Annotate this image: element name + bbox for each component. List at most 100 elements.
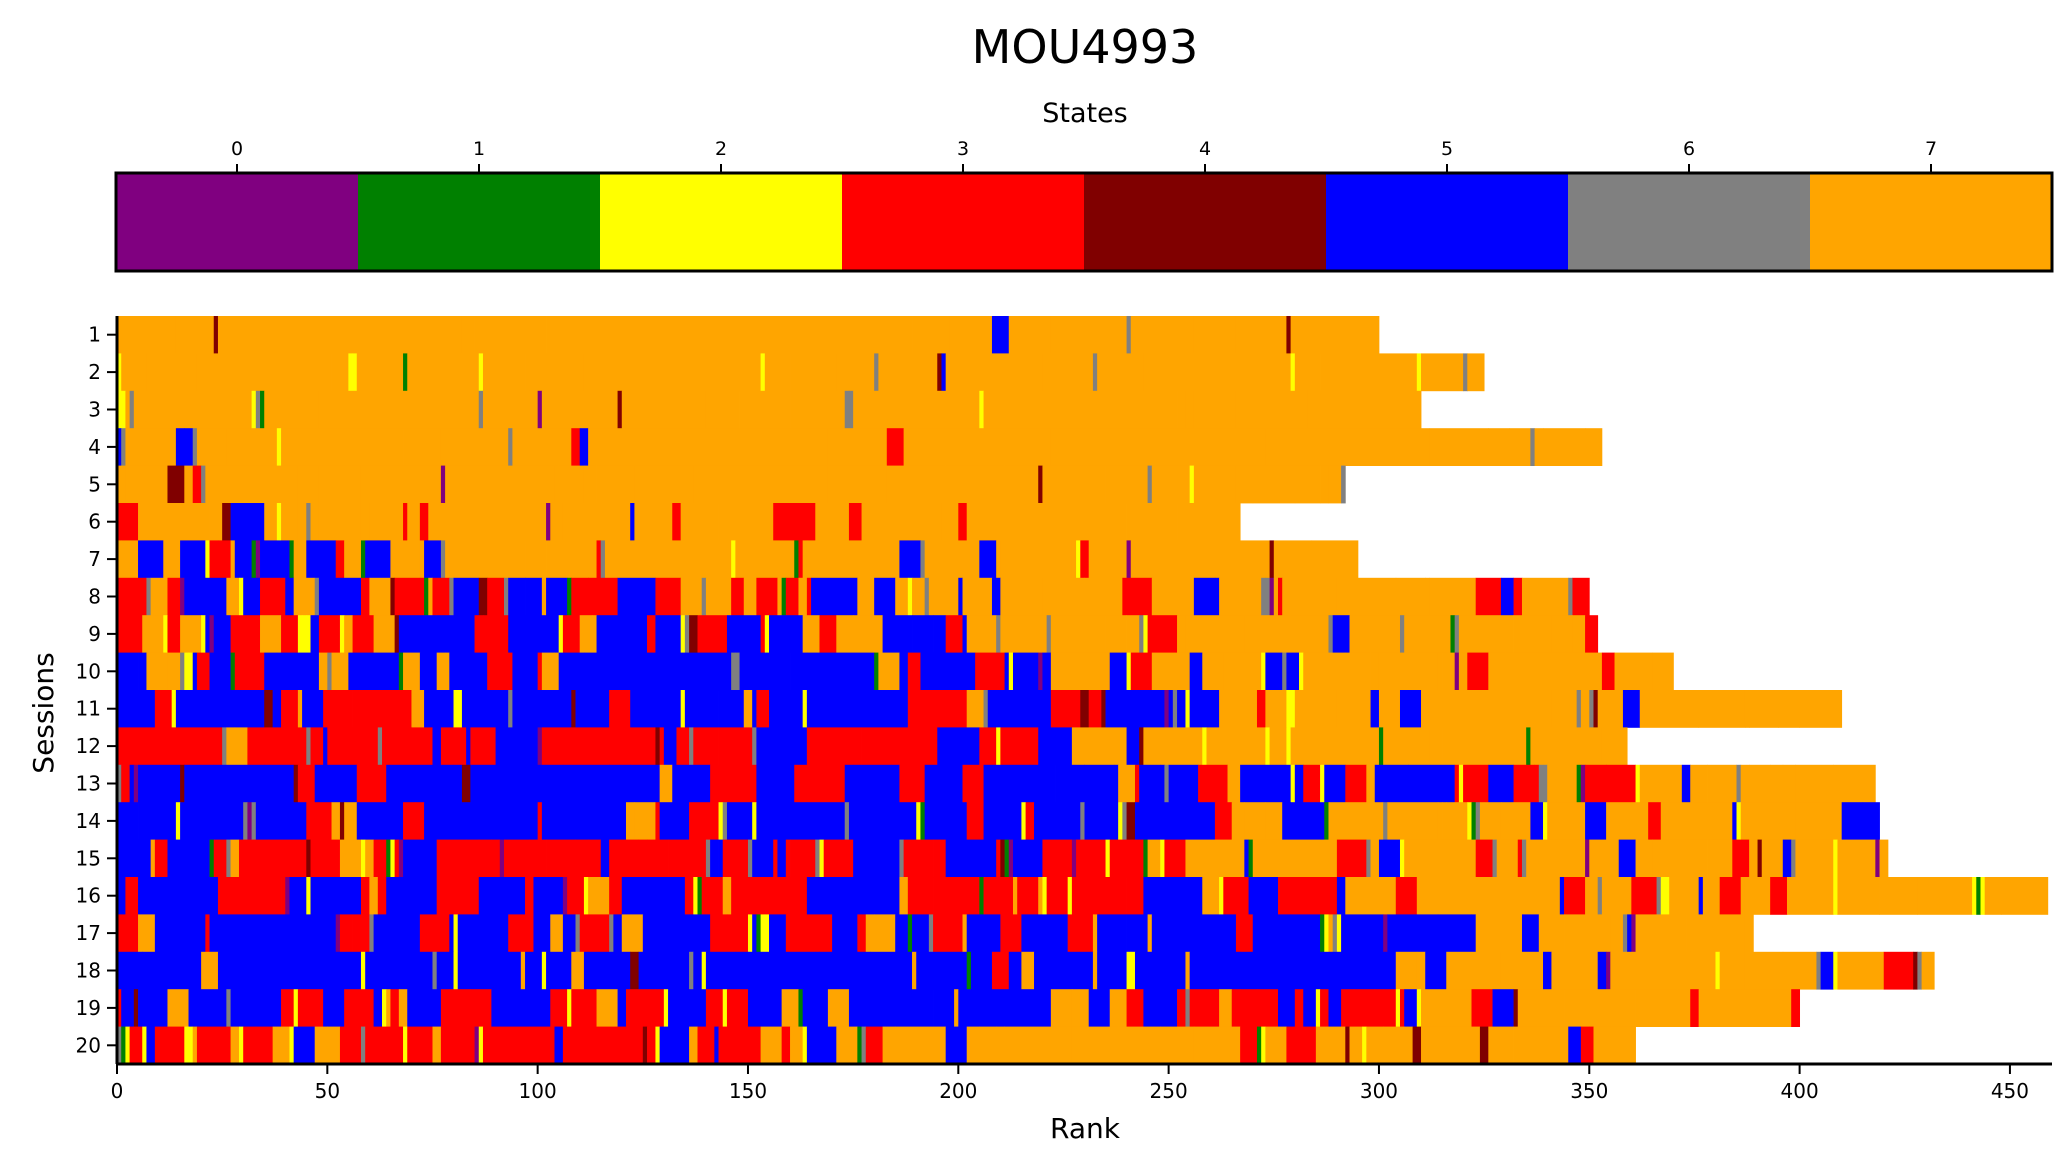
state-segment (1126, 951, 1132, 990)
state-segment (1177, 390, 1186, 429)
state-segment (1046, 615, 1052, 653)
session-row-7 (117, 540, 1359, 579)
state-segment (1421, 353, 1464, 392)
state-segment (1202, 353, 1254, 392)
state-segment (213, 839, 227, 878)
state-segment (899, 764, 917, 803)
state-segment (285, 877, 290, 915)
state-segment (853, 316, 913, 354)
state-segment (525, 577, 543, 616)
state-segment (701, 577, 707, 616)
state-segment (1240, 989, 1258, 1027)
state-segment (117, 1026, 122, 1065)
state-segment (117, 877, 126, 915)
state-segment (217, 877, 231, 915)
state-segment (865, 1026, 883, 1065)
state-segment (1585, 839, 1590, 878)
state-segment (945, 1026, 968, 1065)
state-segment (672, 428, 724, 466)
state-segment (1585, 615, 1599, 653)
state-segment (1341, 914, 1384, 953)
state-segment (806, 877, 850, 915)
state-segment (689, 1026, 698, 1065)
state-segment (1458, 764, 1464, 803)
state-segment (192, 652, 198, 691)
state-segment (390, 577, 396, 616)
state-segment (983, 690, 989, 728)
state-segment (1278, 839, 1338, 878)
state-segment (175, 802, 181, 840)
state-segment (138, 989, 168, 1027)
state-segment (1080, 540, 1090, 579)
state-segment (983, 877, 1014, 915)
state-segment (966, 465, 976, 504)
state-segment (752, 727, 757, 766)
state-segment (243, 577, 261, 616)
y-tick-label: 20 (76, 1033, 101, 1057)
x-tick-label: 300 (1360, 1079, 1398, 1103)
state-segment (1744, 877, 1771, 915)
state-segment (546, 839, 576, 878)
state-segment (1442, 652, 1456, 691)
state-segment (1488, 764, 1514, 803)
state-segment (1105, 839, 1111, 878)
state-segment (874, 577, 896, 616)
state-segment (1109, 690, 1161, 728)
state-segment (230, 989, 282, 1027)
state-segment (1172, 690, 1178, 728)
state-segment (125, 465, 168, 504)
state-segment (1071, 727, 1127, 766)
state-segment (722, 428, 783, 466)
state-segment (1395, 428, 1430, 466)
state-segment (453, 577, 480, 616)
state-segment (196, 353, 236, 392)
state-segment (1353, 989, 1376, 1027)
state-segment (899, 877, 909, 915)
state-segment (1816, 951, 1822, 990)
state-segment (117, 914, 139, 953)
state-segment (1214, 802, 1233, 840)
state-segment (1681, 989, 1691, 1027)
state-segment (125, 390, 131, 429)
y-tick-label: 1 (88, 323, 101, 347)
state-segment (882, 615, 913, 653)
state-segment (592, 615, 597, 653)
state-segment (209, 839, 215, 878)
state-segment (1038, 465, 1043, 504)
state-segment (1320, 764, 1325, 803)
state-segment (1034, 802, 1081, 840)
state-segment (1151, 914, 1191, 953)
state-segment (1446, 951, 1502, 990)
state-segment (1000, 577, 1010, 616)
state-segment (596, 540, 602, 579)
state-segment (138, 914, 156, 953)
state-segment (756, 690, 770, 728)
state-segment (672, 764, 682, 803)
state-segment (617, 353, 661, 392)
state-segment (806, 540, 841, 579)
state-segment (226, 989, 231, 1027)
y-tick-label: 14 (76, 809, 101, 833)
session-row-17 (117, 914, 1754, 953)
state-segment (386, 989, 391, 1027)
state-segment (419, 577, 425, 616)
state-segment (1471, 802, 1477, 840)
state-segment (583, 951, 631, 990)
state-segment (247, 727, 278, 766)
state-segment (806, 690, 812, 728)
state-segment (1290, 727, 1334, 766)
state-segment (958, 503, 968, 541)
state-segment (276, 727, 295, 766)
state-segment (1286, 690, 1292, 728)
state-segment (1324, 353, 1363, 392)
state-segment (697, 615, 728, 653)
state-segment (937, 353, 942, 392)
session-row-10 (117, 652, 1674, 691)
state-segment (996, 540, 1001, 579)
state-segment (508, 428, 513, 466)
state-segment (525, 353, 551, 392)
state-segment (1324, 764, 1346, 803)
state-segment (533, 877, 564, 915)
state-segment (882, 1026, 896, 1065)
state-segment (546, 503, 551, 541)
